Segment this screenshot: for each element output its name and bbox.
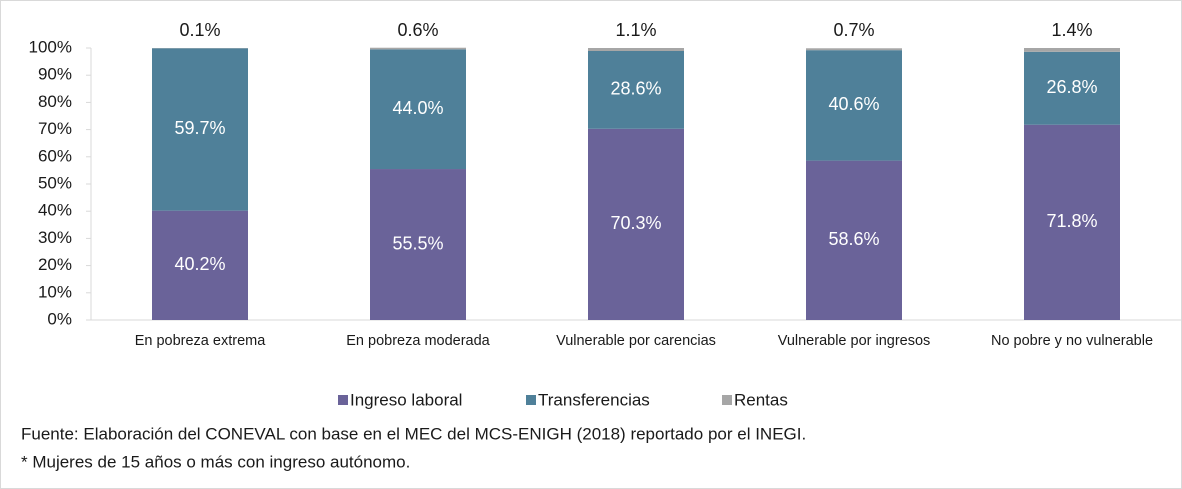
y-tick-label: 90%	[38, 65, 72, 84]
data-label: 0.1%	[179, 20, 220, 40]
data-label: 70.3%	[610, 213, 661, 233]
y-tick-label: 0%	[47, 309, 72, 328]
y-tick-label: 10%	[38, 282, 72, 301]
y-tick-label: 100%	[29, 37, 72, 56]
y-tick-label: 50%	[38, 173, 72, 192]
bar-segment	[370, 169, 466, 320]
x-tick-label: Vulnerable por ingresos	[778, 333, 931, 349]
data-label: 1.4%	[1051, 20, 1092, 40]
data-label: 59.7%	[174, 118, 225, 138]
bar-segment	[152, 210, 248, 320]
bar-segment	[588, 128, 684, 320]
x-tick-label: En pobreza moderada	[346, 333, 490, 349]
x-tick-label: En pobreza extrema	[135, 333, 267, 349]
data-label: 40.6%	[828, 94, 879, 114]
legend-label: Rentas	[734, 390, 788, 409]
legend-swatch	[722, 395, 732, 405]
y-tick-label: 20%	[38, 255, 72, 274]
data-label: 0.7%	[833, 20, 874, 40]
bar-segment	[588, 50, 684, 129]
bar-segment	[806, 50, 902, 161]
note: Fuente: Elaboración del CONEVAL con base…	[21, 424, 806, 443]
y-tick-label: 60%	[38, 146, 72, 165]
y-tick-label: 80%	[38, 92, 72, 111]
data-label: 55.5%	[392, 233, 443, 253]
bar-segment	[1024, 124, 1120, 320]
y-tick-label: 40%	[38, 201, 72, 220]
bar-segment	[806, 48, 902, 51]
legend-label: Transferencias	[538, 390, 650, 409]
y-tick-label: 70%	[38, 119, 72, 138]
data-label: 1.1%	[615, 20, 656, 40]
data-label: 28.6%	[610, 79, 661, 99]
note: * Mujeres de 15 años o más con ingreso a…	[21, 452, 410, 471]
bar-segment	[1024, 48, 1120, 52]
bar-segment	[806, 160, 902, 320]
data-label: 71.8%	[1046, 211, 1097, 231]
x-tick-label: No pobre y no vulnerable	[991, 333, 1153, 349]
data-label: 40.2%	[174, 254, 225, 274]
bar-segment	[370, 49, 466, 170]
data-label: 0.6%	[397, 20, 438, 40]
bar-segment	[152, 48, 248, 211]
y-tick-label: 30%	[38, 228, 72, 247]
legend-label: Ingreso laboral	[350, 390, 462, 409]
data-label: 44.0%	[392, 98, 443, 118]
data-label: 26.8%	[1046, 77, 1097, 97]
bar-segment	[370, 47, 466, 50]
legend-swatch	[338, 395, 348, 405]
legend-swatch	[526, 395, 536, 405]
x-tick-label: Vulnerable por carencias	[556, 333, 716, 349]
bar-segment	[588, 48, 684, 51]
data-label: 58.6%	[828, 229, 879, 249]
bar-segment	[1024, 51, 1120, 125]
